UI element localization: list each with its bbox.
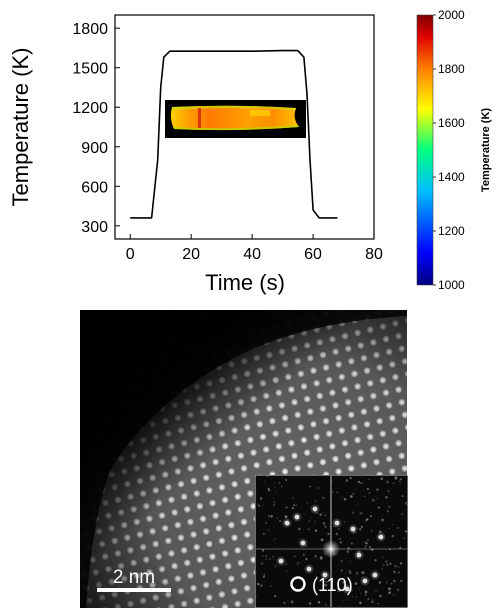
colorbar-tick-label: 1600 <box>438 116 465 130</box>
stem-micrograph: 2 nm <box>80 310 407 608</box>
fft-spot <box>356 552 362 558</box>
colorbar-ticks: 1000 1200 1400 1600 1800 2000 <box>433 8 465 292</box>
y-axis: 300 600 900 1200 1500 1800 <box>72 21 120 236</box>
temperature-curve <box>130 49 338 219</box>
colorbar: 1000 1200 1400 1600 1800 2000 Temperature (K) <box>416 8 492 292</box>
colorbar-label: Temperature (K) <box>480 108 492 192</box>
colorbar-tick-label: 2000 <box>438 8 465 22</box>
x-tick-label: 0 <box>126 246 135 263</box>
x-tick-label: 60 <box>304 246 322 263</box>
fft-spot <box>362 578 368 584</box>
thermal-image-inset <box>165 100 306 138</box>
fft-spot <box>306 566 312 572</box>
fft-spot <box>378 534 384 540</box>
y-tick-label: 900 <box>81 140 108 157</box>
fft-spot <box>284 520 290 526</box>
fft-spot <box>294 514 300 520</box>
fft-label: (110) <box>312 575 353 595</box>
x-tick-label: 40 <box>243 246 261 263</box>
plot-frame <box>114 14 375 240</box>
y-tick-label: 600 <box>81 179 108 196</box>
x-axis: 0 20 40 60 80 <box>126 234 383 263</box>
fft-spot <box>312 506 318 512</box>
y-tick-label: 1500 <box>72 61 108 78</box>
circle-marker-icon <box>290 576 306 592</box>
fft-spot <box>334 520 340 526</box>
y-tick-label: 300 <box>81 219 108 236</box>
y-tick-label: 1800 <box>72 21 108 38</box>
colorbar-tick-label: 1000 <box>438 278 465 292</box>
scale-bar <box>97 588 171 592</box>
fft-spot <box>278 558 284 564</box>
fft-inset: (110) <box>255 475 408 608</box>
y-axis-label: Temperature (K) <box>8 48 33 207</box>
fft-spot <box>344 586 350 592</box>
scale-bar-label: 2 nm <box>113 567 155 588</box>
fft-spots <box>276 504 386 594</box>
y-tick-label: 1200 <box>72 100 108 117</box>
fft-spot <box>322 572 328 578</box>
x-axis-label: Time (s) <box>205 270 285 295</box>
colorbar-gradient <box>416 14 434 286</box>
colorbar-tick-label: 1200 <box>438 224 465 238</box>
colorbar-tick-label: 1400 <box>438 170 465 184</box>
x-tick-label: 80 <box>365 246 383 263</box>
x-tick-label: 20 <box>182 246 200 263</box>
fft-spot <box>350 526 356 532</box>
fft-spot <box>372 572 378 578</box>
temperature-chart: 0 20 40 60 80 300 600 900 1200 1500 1800 Time (s)… <box>8 14 383 295</box>
colorbar-tick-label: 1800 <box>438 62 465 76</box>
fft-spot <box>300 540 306 546</box>
